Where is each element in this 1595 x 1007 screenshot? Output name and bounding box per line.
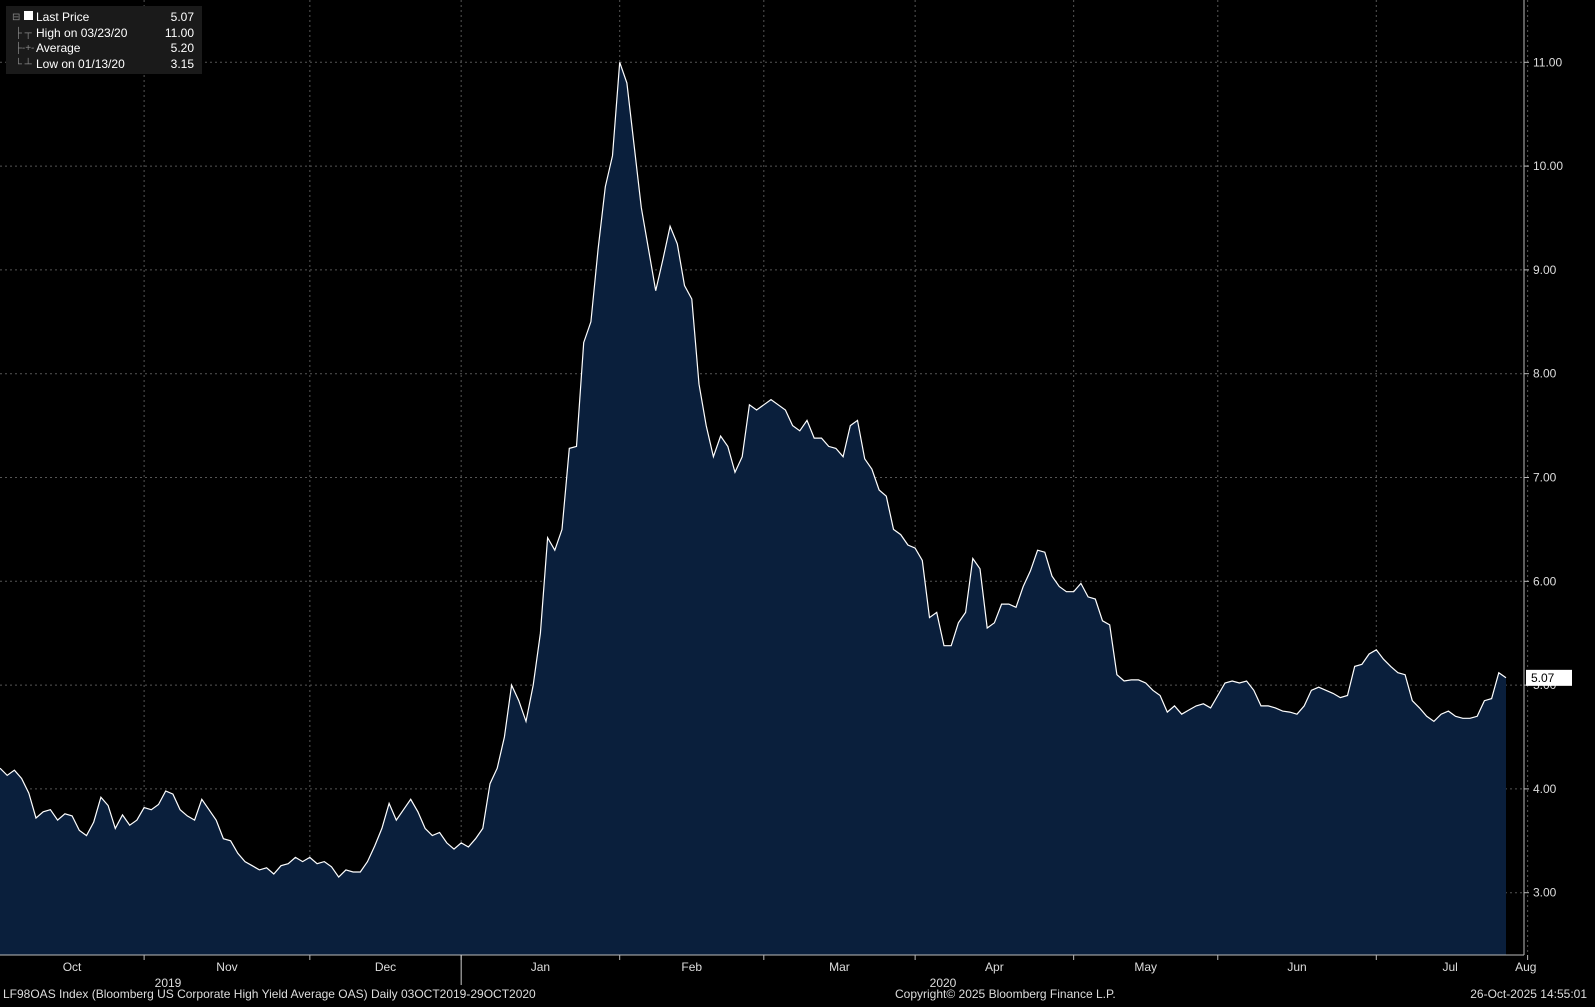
legend-value: 5.20 (170, 41, 194, 55)
y-tick-label: 4.00 (1533, 782, 1557, 796)
low-marker-icon: └ ┴ (12, 58, 32, 70)
x-tick-label: Mar (829, 960, 850, 974)
legend-item-low: └ ┴ Low on 01/13/20 3.15 (12, 57, 194, 73)
x-tick-label: Apr (985, 960, 1004, 974)
legend-item-last-price: ⊟ Last Price 5.07 (12, 10, 194, 26)
x-tick-label: Aug (1515, 960, 1536, 974)
legend-label: Low on 01/13/20 (36, 56, 125, 71)
y-tick-label: 9.00 (1533, 263, 1557, 277)
last-value-label: 5.07 (1531, 671, 1555, 685)
average-marker-icon: ├-+- (12, 43, 35, 54)
footer-copyright: Copyright© 2025 Bloomberg Finance L.P. (895, 987, 1116, 1001)
x-tick-label: Jul (1442, 960, 1457, 974)
year-label: 2019 (155, 976, 182, 990)
y-tick-label: 8.00 (1533, 367, 1557, 381)
x-tick-label: Oct (63, 960, 82, 974)
x-tick-label: Dec (375, 960, 396, 974)
x-tick-label: May (1134, 960, 1157, 974)
legend: ⊟ Last Price 5.07 ├ ┬ High on 03/23/20 1… (6, 6, 202, 74)
y-axis: 3.004.005.006.007.008.009.0010.0011.005.… (1523, 0, 1572, 955)
footer-description: LF98OAS Index (Bloomberg US Corporate Hi… (3, 987, 536, 1001)
legend-item-average: ├-+- Average 5.20 (12, 41, 194, 57)
x-axis: OctNovDecJanFebMarAprMayJunJulAugSepOct2… (0, 954, 1595, 990)
legend-value: 5.07 (170, 10, 194, 24)
y-tick-label: 3.00 (1533, 886, 1557, 900)
high-marker-icon: ├ ┬ (12, 27, 32, 39)
y-tick-label: 6.00 (1533, 574, 1557, 588)
last-value-tag (1526, 669, 1572, 686)
legend-value: 11.00 (164, 25, 194, 40)
legend-label: Average (36, 41, 81, 55)
square-icon: ⊟ (12, 10, 36, 26)
y-tick-label: 11.00 (1533, 55, 1562, 69)
legend-label: High on 03/23/20 (36, 25, 128, 40)
legend-item-high: ├ ┬ High on 03/23/20 11.00 (12, 26, 194, 42)
x-tick-label: Jun (1287, 960, 1306, 974)
y-tick-label: 7.00 (1533, 471, 1557, 485)
x-tick-label: Jan (531, 960, 550, 974)
y-tick-label: 10.00 (1533, 159, 1563, 173)
x-tick-label: Nov (216, 960, 237, 974)
footer-timestamp: 26-Oct-2025 14:55:01 (1470, 987, 1587, 1001)
year-label: 2020 (930, 976, 957, 990)
x-tick-label: Feb (681, 960, 702, 974)
legend-label: Last Price (36, 10, 90, 24)
series-line (0, 62, 1507, 879)
legend-value: 3.15 (170, 56, 194, 71)
series-area (0, 62, 1506, 956)
